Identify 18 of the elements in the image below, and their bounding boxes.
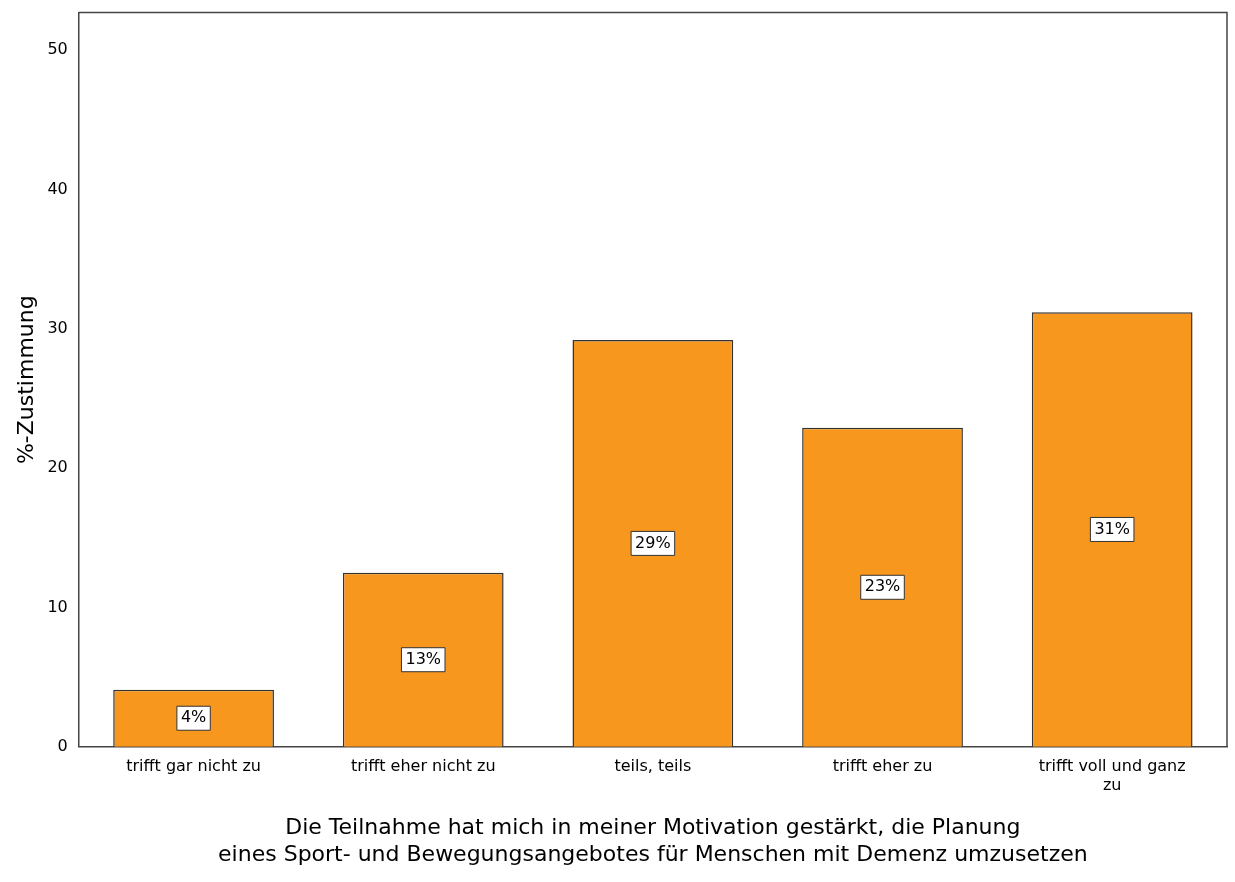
x-tick-label: trifft gar nicht zu bbox=[126, 755, 261, 775]
y-axis-title: %-Zustimmung bbox=[12, 295, 38, 465]
x-tick-label: trifft voll und ganz zu bbox=[1038, 755, 1186, 794]
y-tick-label: 10 bbox=[47, 596, 68, 616]
x-axis-title: Die Teilnahme hat mich in meiner Motivation gestärkt, die Planung eines Sport- und Bewegungsangebotes für Menschen mit Demenz umzusetzen bbox=[218, 814, 1088, 866]
y-tick-label: 20 bbox=[47, 457, 68, 477]
y-tick-label: 40 bbox=[47, 178, 68, 198]
y-tick-label: 0 bbox=[57, 735, 68, 755]
data-label: 23% bbox=[864, 576, 901, 596]
x-tick-label: trifft eher nicht zu bbox=[350, 755, 496, 775]
y-tick-label: 50 bbox=[47, 39, 68, 59]
data-label: 4% bbox=[180, 707, 207, 727]
data-label: 29% bbox=[635, 532, 671, 552]
y-tick-label: 30 bbox=[47, 318, 68, 338]
data-label: 13% bbox=[405, 648, 442, 668]
x-tick-label: teils, teils bbox=[614, 755, 692, 775]
x-tick-label: trifft eher zu bbox=[832, 755, 933, 775]
data-label: 31% bbox=[1094, 518, 1130, 538]
